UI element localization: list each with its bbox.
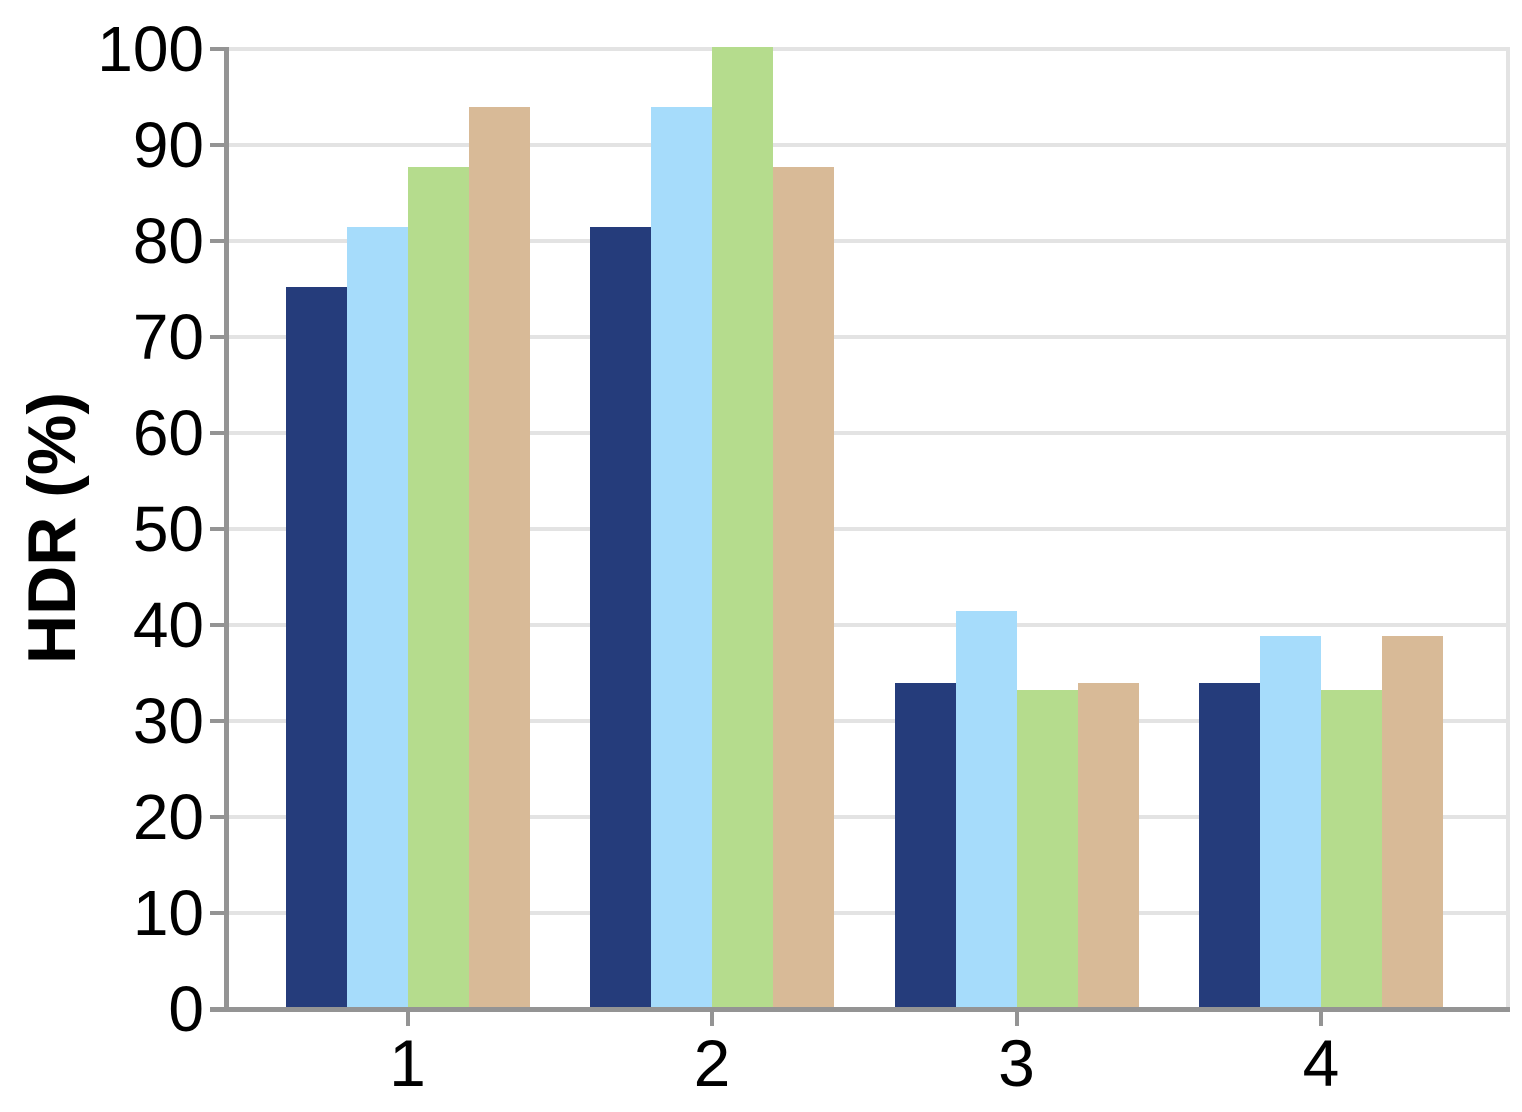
bar-tan-2 (773, 167, 834, 1007)
bar-navy-4 (1199, 683, 1260, 1007)
gridline-80 (229, 239, 1510, 243)
bar-tan-1 (468, 107, 530, 1007)
x-tick-2 (710, 1012, 714, 1026)
y-tick-label-20: 20 (132, 781, 204, 853)
gridline-50 (229, 527, 1510, 531)
y-tick-label-10: 10 (132, 877, 204, 949)
plot-right-border (1506, 47, 1510, 1009)
x-axis-line (210, 1007, 1510, 1012)
y-tick-80 (210, 239, 224, 243)
bar-light-blue-3 (955, 611, 1017, 1007)
y-tick-10 (210, 911, 224, 915)
bar-navy-2 (590, 227, 651, 1007)
y-tick-label-70: 70 (132, 301, 204, 373)
y-tick-label-50: 50 (132, 493, 204, 565)
y-tick-90 (210, 143, 224, 147)
y-tick-label-40: 40 (132, 589, 204, 661)
y-tick-label-80: 80 (132, 205, 204, 277)
x-tick-label-3: 3 (998, 1026, 1035, 1100)
x-tick-1 (405, 1012, 410, 1026)
gridline-10 (229, 911, 1510, 915)
bar-tan-4 (1382, 636, 1443, 1007)
x-tick-label-2: 2 (693, 1026, 731, 1100)
bar-green-1 (407, 167, 469, 1007)
x-tick-3 (1014, 1012, 1019, 1026)
bar-tan-3 (1077, 683, 1139, 1007)
y-tick-label-100: 100 (97, 13, 204, 85)
y-tick-70 (210, 335, 224, 339)
bar-light-blue-2 (651, 107, 712, 1007)
gridline-100 (229, 47, 1510, 51)
y-tick-20 (210, 815, 224, 819)
gridline-30 (229, 719, 1510, 723)
x-tick-label-1: 1 (389, 1026, 426, 1100)
gridline-20 (229, 815, 1510, 819)
y-tick-label-60: 60 (132, 397, 204, 469)
y-tick-50 (210, 527, 224, 531)
y-tick-label-90: 90 (132, 109, 204, 181)
gridline-40 (229, 623, 1510, 627)
y-tick-60 (210, 431, 224, 435)
y-axis-line (224, 47, 229, 1012)
x-tick-label-4: 4 (1302, 1026, 1340, 1100)
bar-green-3 (1016, 690, 1078, 1007)
y-tick-40 (210, 623, 224, 627)
gridline-90 (229, 143, 1510, 147)
bar-light-blue-4 (1260, 636, 1321, 1007)
bar-green-2 (712, 47, 773, 1007)
bar-green-4 (1321, 690, 1382, 1007)
x-tick-4 (1319, 1012, 1323, 1026)
y-tick-label-0: 0 (168, 973, 204, 1045)
y-tick-label-30: 30 (132, 685, 204, 757)
y-tick-0 (210, 1007, 224, 1011)
gridline-70 (229, 335, 1510, 339)
y-tick-100 (210, 47, 224, 51)
gridline-60 (229, 431, 1510, 435)
bar-navy-3 (894, 683, 956, 1007)
bar-navy-1 (285, 287, 347, 1007)
y-tick-30 (210, 719, 224, 723)
bar-light-blue-1 (346, 227, 408, 1007)
